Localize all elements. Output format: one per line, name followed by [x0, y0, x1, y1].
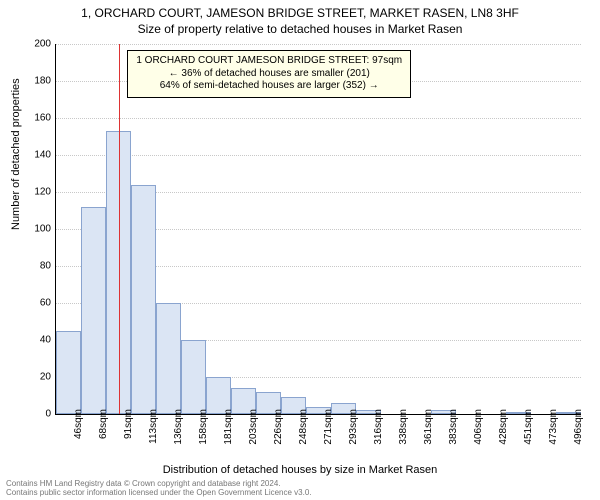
x-tick-label: 248sqm	[298, 409, 309, 445]
y-tick-label: 160	[21, 113, 51, 124]
reference-line	[119, 44, 120, 414]
y-tick-label: 60	[21, 298, 51, 309]
x-tick-label: 473sqm	[548, 409, 559, 445]
y-tick-label: 0	[21, 409, 51, 420]
x-tick-label: 428sqm	[498, 409, 509, 445]
footer-attribution: Contains HM Land Registry data © Crown c…	[6, 479, 312, 498]
x-tick-label: 203sqm	[248, 409, 259, 445]
x-tick-label: 158sqm	[198, 409, 209, 445]
histogram-bar	[131, 185, 156, 414]
plot-area: 02040608010012014016018020046sqm68sqm91s…	[55, 44, 581, 415]
histogram-bar	[156, 303, 181, 414]
annotation-line: 64% of semi-detached houses are larger (…	[136, 80, 402, 93]
x-tick-label: 451sqm	[523, 409, 534, 445]
y-tick-label: 40	[21, 335, 51, 346]
x-tick-label: 271sqm	[323, 409, 334, 445]
gridline	[56, 118, 581, 119]
histogram-bar	[81, 207, 106, 414]
y-tick-label: 180	[21, 76, 51, 87]
histogram-bar	[181, 340, 206, 414]
y-tick-label: 120	[21, 187, 51, 198]
x-tick-label: 226sqm	[273, 409, 284, 445]
x-tick-label: 383sqm	[448, 409, 459, 445]
y-tick-label: 200	[21, 39, 51, 50]
x-tick-label: 338sqm	[398, 409, 409, 445]
footer-line-1: Contains HM Land Registry data © Crown c…	[6, 479, 312, 489]
histogram-bar	[56, 331, 81, 414]
x-tick-label: 181sqm	[223, 409, 234, 445]
x-tick-label: 136sqm	[173, 409, 184, 445]
x-tick-label: 361sqm	[423, 409, 434, 445]
chart-area: 02040608010012014016018020046sqm68sqm91s…	[55, 44, 580, 414]
x-tick-label: 113sqm	[148, 409, 159, 444]
x-tick-label: 496sqm	[573, 409, 584, 445]
y-tick-label: 140	[21, 150, 51, 161]
gridline	[56, 155, 581, 156]
gridline	[56, 44, 581, 45]
x-tick-label: 316sqm	[373, 409, 384, 445]
annotation-line: 1 ORCHARD COURT JAMESON BRIDGE STREET: 9…	[136, 55, 402, 68]
x-axis-label: Distribution of detached houses by size …	[0, 464, 600, 476]
y-tick-label: 100	[21, 224, 51, 235]
super-title: 1, ORCHARD COURT, JAMESON BRIDGE STREET,…	[0, 0, 600, 20]
annotation-box: 1 ORCHARD COURT JAMESON BRIDGE STREET: 9…	[127, 50, 411, 98]
x-tick-label: 293sqm	[348, 409, 359, 445]
annotation-line: ← 36% of detached houses are smaller (20…	[136, 68, 402, 81]
chart-title: Size of property relative to detached ho…	[0, 20, 600, 36]
y-tick-label: 20	[21, 372, 51, 383]
y-tick-label: 80	[21, 261, 51, 272]
x-tick-label: 406sqm	[473, 409, 484, 445]
chart-container: 1, ORCHARD COURT, JAMESON BRIDGE STREET,…	[0, 0, 600, 500]
footer-line-2: Contains public sector information licen…	[6, 488, 312, 498]
